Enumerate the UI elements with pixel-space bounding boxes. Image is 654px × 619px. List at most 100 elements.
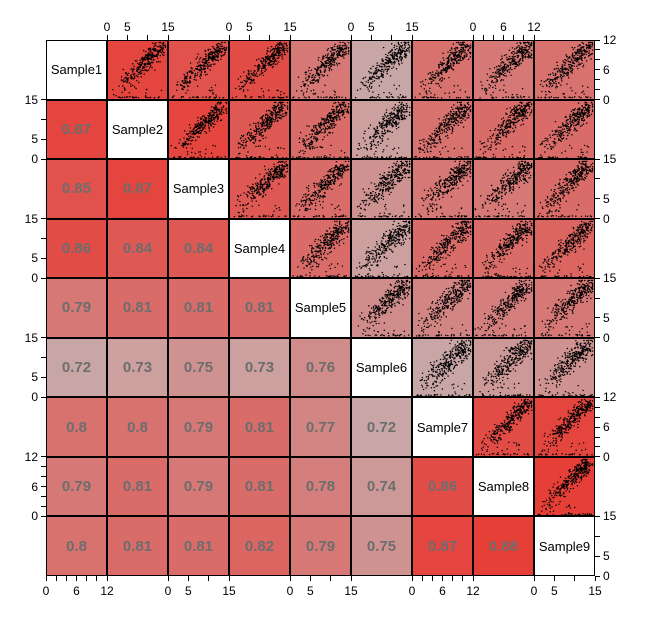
sample-name-panel: Sample5 bbox=[290, 278, 351, 338]
correlation-value: 0.86 bbox=[61, 239, 92, 257]
correlation-panel: 0.86 bbox=[412, 456, 473, 517]
scatter-points bbox=[479, 339, 533, 397]
scatter-panel bbox=[412, 337, 473, 398]
correlation-value: 0.78 bbox=[305, 478, 336, 496]
correlation-panel: 0.81 bbox=[229, 278, 290, 338]
axis-tick bbox=[595, 49, 600, 51]
axis-tick bbox=[421, 576, 423, 581]
axis-tick-label: 15 bbox=[344, 584, 358, 598]
correlation-value: 0.75 bbox=[183, 359, 214, 377]
scatter-points bbox=[170, 101, 228, 159]
axis-tick bbox=[595, 426, 600, 428]
scatter-panel bbox=[351, 159, 412, 219]
scatter-points bbox=[540, 279, 594, 337]
scatter-panel bbox=[534, 218, 595, 279]
correlation-panel: 0.76 bbox=[290, 337, 351, 398]
scatter-points bbox=[479, 41, 533, 99]
correlation-panel: 0.75 bbox=[168, 337, 229, 398]
scatter-points bbox=[171, 41, 228, 99]
correlation-panel: 0.79 bbox=[290, 516, 351, 576]
sample-name: Sample8 bbox=[477, 479, 530, 495]
axis-tick bbox=[309, 576, 311, 581]
axis-tick bbox=[86, 576, 88, 581]
axis-tick-label: 0 bbox=[603, 330, 610, 345]
correlation-value: 0.79 bbox=[61, 478, 92, 496]
axis-tick-label: 5 bbox=[245, 20, 253, 34]
correlation-value: 0.8 bbox=[66, 418, 87, 436]
correlation-value: 0.81 bbox=[244, 418, 275, 436]
scatter-points bbox=[356, 101, 411, 159]
sample-name-panel: Sample7 bbox=[412, 397, 473, 457]
axis-tick bbox=[595, 515, 600, 517]
axis-tick bbox=[595, 39, 600, 41]
correlation-panel: 0.79 bbox=[168, 456, 229, 517]
axis-tick bbox=[533, 576, 535, 581]
axis-tick bbox=[595, 277, 600, 279]
correlation-value: 0.75 bbox=[366, 537, 397, 555]
scatter-panel bbox=[473, 278, 534, 338]
axis-tick bbox=[595, 178, 600, 180]
axis-tick-label: 12 bbox=[466, 584, 480, 598]
scatter-points bbox=[481, 220, 533, 278]
correlation-panel: 0.79 bbox=[46, 456, 107, 517]
correlation-panel: 0.81 bbox=[107, 456, 168, 517]
axis-tick-label: 6 bbox=[603, 62, 610, 77]
correlation-panel: 0.73 bbox=[229, 337, 290, 398]
correlation-value: 0.76 bbox=[305, 359, 336, 377]
correlation-value: 0.72 bbox=[61, 359, 92, 377]
scatter-panel bbox=[412, 278, 473, 338]
scatter-points bbox=[538, 339, 594, 397]
scatter-panel bbox=[290, 99, 351, 160]
correlation-value: 0.81 bbox=[244, 478, 275, 496]
axis-tick bbox=[595, 396, 600, 398]
correlation-value: 0.87 bbox=[427, 537, 458, 555]
axis-tick bbox=[411, 576, 413, 581]
scatter-panel bbox=[473, 40, 534, 100]
scatter-panel bbox=[473, 337, 534, 398]
scatter-panel bbox=[168, 40, 229, 100]
scatter-panel bbox=[534, 397, 595, 457]
correlation-value: 0.79 bbox=[61, 299, 92, 317]
axis-tick bbox=[595, 416, 600, 418]
correlation-value: 0.72 bbox=[366, 418, 397, 436]
axis-tick bbox=[595, 535, 600, 537]
axis-tick bbox=[431, 576, 433, 581]
correlation-panel: 0.81 bbox=[107, 516, 168, 576]
correlation-panel: 0.84 bbox=[107, 218, 168, 279]
axis-tick bbox=[45, 576, 47, 581]
axis-tick-label: 15 bbox=[24, 330, 38, 345]
axis-tick-label: 0 bbox=[31, 390, 38, 405]
axis-tick bbox=[350, 576, 352, 581]
axis-tick-label: 0 bbox=[31, 152, 38, 167]
correlation-panel: 0.87 bbox=[46, 99, 107, 160]
correlation-panel: 0.78 bbox=[290, 456, 351, 517]
axis-tick-label: 12 bbox=[24, 449, 38, 464]
scatter-panel bbox=[229, 40, 290, 100]
axis-tick bbox=[595, 406, 600, 408]
axis-tick-label: 6 bbox=[439, 584, 446, 598]
axis-tick bbox=[208, 576, 210, 581]
scatter-panel bbox=[534, 40, 595, 100]
correlation-panel: 0.77 bbox=[290, 397, 351, 457]
scatter-panel bbox=[290, 40, 351, 100]
correlation-value: 0.8 bbox=[127, 418, 148, 436]
scatter-points bbox=[235, 101, 289, 159]
axis-tick-label: 6 bbox=[73, 584, 80, 598]
axis-tick-label: 15 bbox=[222, 584, 236, 598]
scatter-panel bbox=[351, 40, 412, 100]
correlation-panel: 0.82 bbox=[229, 516, 290, 576]
axis-tick-label: 6 bbox=[31, 479, 38, 494]
scatter-points bbox=[475, 399, 533, 456]
axis-tick-label: 5 bbox=[603, 191, 610, 206]
axis-tick bbox=[595, 337, 600, 339]
correlation-panel: 0.81 bbox=[229, 456, 290, 517]
scatter-points bbox=[292, 220, 350, 278]
correlation-value: 0.81 bbox=[183, 299, 214, 317]
correlation-value: 0.88 bbox=[488, 537, 519, 555]
axis-tick bbox=[472, 576, 474, 581]
correlation-value: 0.81 bbox=[122, 537, 153, 555]
correlation-panel: 0.88 bbox=[473, 516, 534, 576]
axis-tick bbox=[55, 576, 57, 581]
correlation-panel: 0.81 bbox=[107, 278, 168, 338]
correlation-value: 0.81 bbox=[183, 537, 214, 555]
